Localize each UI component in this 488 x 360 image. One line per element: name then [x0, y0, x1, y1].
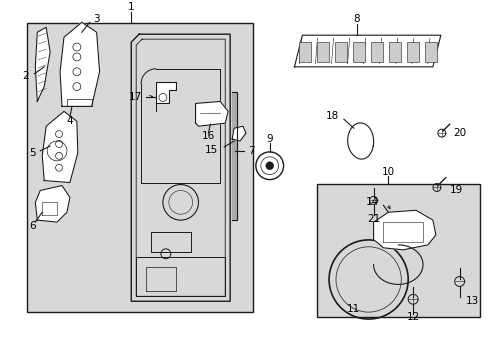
Text: 11: 11	[346, 304, 359, 314]
Bar	[317, 184, 479, 317]
Text: 9: 9	[266, 134, 272, 144]
Bar	[317, 42, 328, 62]
Bar	[352, 42, 365, 62]
Text: 16: 16	[202, 131, 215, 141]
Text: 17: 17	[129, 91, 142, 102]
Polygon shape	[294, 35, 440, 67]
Bar	[424, 42, 436, 62]
Polygon shape	[42, 111, 78, 183]
Text: 15: 15	[204, 145, 218, 155]
Text: 2: 2	[23, 71, 29, 81]
Text: 18: 18	[325, 111, 338, 121]
Text: 5: 5	[30, 148, 36, 158]
Polygon shape	[35, 185, 70, 222]
Polygon shape	[347, 123, 373, 159]
Text: 14: 14	[366, 197, 379, 207]
Polygon shape	[195, 102, 228, 126]
Text: 20: 20	[453, 128, 466, 138]
Polygon shape	[60, 22, 100, 107]
Polygon shape	[232, 126, 245, 141]
Text: 1: 1	[128, 3, 134, 13]
Bar	[388, 42, 400, 62]
Polygon shape	[156, 82, 175, 111]
Text: 19: 19	[449, 185, 462, 195]
Polygon shape	[35, 27, 50, 102]
Bar	[406, 42, 418, 62]
Bar	[299, 42, 311, 62]
Text: 7: 7	[247, 146, 254, 156]
Text: 12: 12	[406, 312, 419, 322]
Bar	[27, 23, 252, 312]
Polygon shape	[373, 210, 435, 250]
Text: 4: 4	[66, 116, 73, 126]
Text: 21: 21	[366, 214, 380, 224]
Circle shape	[265, 162, 273, 170]
Text: 8: 8	[353, 14, 359, 24]
Text: 3: 3	[93, 14, 99, 24]
Bar	[335, 42, 346, 62]
Text: 10: 10	[381, 167, 394, 177]
Bar	[370, 42, 382, 62]
Text: 13: 13	[465, 296, 478, 306]
Text: 6: 6	[29, 221, 36, 231]
Polygon shape	[232, 91, 237, 220]
